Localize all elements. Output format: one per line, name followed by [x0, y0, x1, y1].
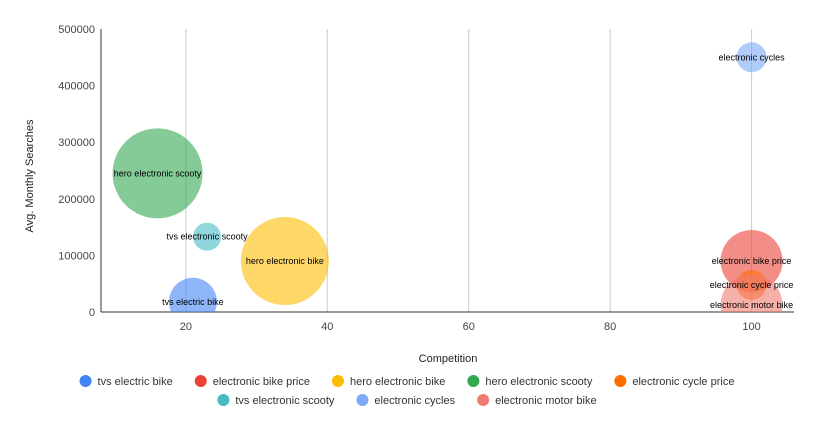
legend-item[interactable]: electronic motor bike [477, 394, 597, 407]
legend-item[interactable]: hero electronic scooty [467, 375, 593, 388]
x-tick-label: 100 [742, 321, 760, 333]
y-tick-label: 500000 [58, 24, 95, 36]
legend-item[interactable]: tvs electric bike [79, 375, 173, 388]
x-tick-label: 40 [321, 321, 333, 333]
legend-label: tvs electric bike [98, 376, 173, 388]
legend-swatch [614, 375, 627, 387]
x-tick-label: 60 [463, 321, 475, 333]
bubble[interactable] [168, 277, 217, 326]
legend-label: electronic motor bike [495, 395, 597, 407]
y-tick-label: 200000 [58, 194, 95, 206]
legend-item[interactable]: electronic cycle price [614, 375, 734, 388]
x-axis-title: Competition [419, 353, 478, 365]
y-tick-label: 0 [89, 307, 95, 319]
bubble[interactable] [720, 230, 783, 293]
legend-swatch [194, 375, 207, 387]
legend-swatch [356, 394, 369, 406]
y-tick-label: 400000 [58, 81, 95, 93]
bubble-label: electronic motor bike [710, 300, 793, 310]
bubble-label: electronic cycles [719, 52, 786, 62]
legend-label: electronic bike price [213, 376, 310, 388]
axes: 20 40 60 80 100 0 100000 200000 300000 400000 5000… [58, 24, 794, 333]
legend: tvs electric bike electronic bike price he… [79, 375, 734, 407]
bubble-label: hero electronic bike [246, 256, 324, 266]
legend-item[interactable]: electronic cycles [356, 394, 456, 407]
legend-label: hero electronic bike [350, 376, 445, 388]
x-tick-label: 80 [604, 321, 616, 333]
bubble-label: hero electronic scooty [114, 168, 202, 178]
legend-swatch [217, 394, 230, 406]
legend-item[interactable]: electronic bike price [194, 375, 310, 388]
bubble[interactable] [240, 217, 329, 306]
y-tick-label: 300000 [58, 137, 95, 149]
legend-label: electronic cycles [374, 395, 455, 407]
bubble-labels: tvs electric bike electronic bike price he… [114, 52, 794, 310]
legend-label: tvs electronic scooty [235, 395, 335, 407]
legend-label: hero electronic scooty [485, 376, 592, 388]
bubble-label: electronic cycle price [710, 280, 794, 290]
legend-swatch [331, 375, 344, 387]
x-tick-label: 20 [180, 321, 192, 333]
legend-swatch [477, 394, 490, 406]
y-tick-label: 100000 [58, 250, 95, 262]
bubble-label: electronic bike price [712, 256, 792, 266]
bubble-label: tvs electric bike [162, 297, 224, 307]
legend-item[interactable]: tvs electronic scooty [217, 394, 335, 407]
legend-swatch [79, 375, 92, 387]
bubble-label: tvs electronic scooty [167, 232, 249, 242]
bubbles [112, 42, 783, 336]
legend-label: electronic cycle price [632, 376, 734, 388]
legend-swatch [467, 375, 480, 387]
legend-item[interactable]: hero electronic bike [331, 375, 445, 388]
y-axis-title: Avg. Monthly Searches [24, 119, 36, 232]
bubble[interactable] [736, 42, 767, 73]
bubble[interactable] [112, 128, 203, 219]
bubble[interactable] [193, 222, 222, 251]
bubble[interactable] [720, 274, 783, 336]
